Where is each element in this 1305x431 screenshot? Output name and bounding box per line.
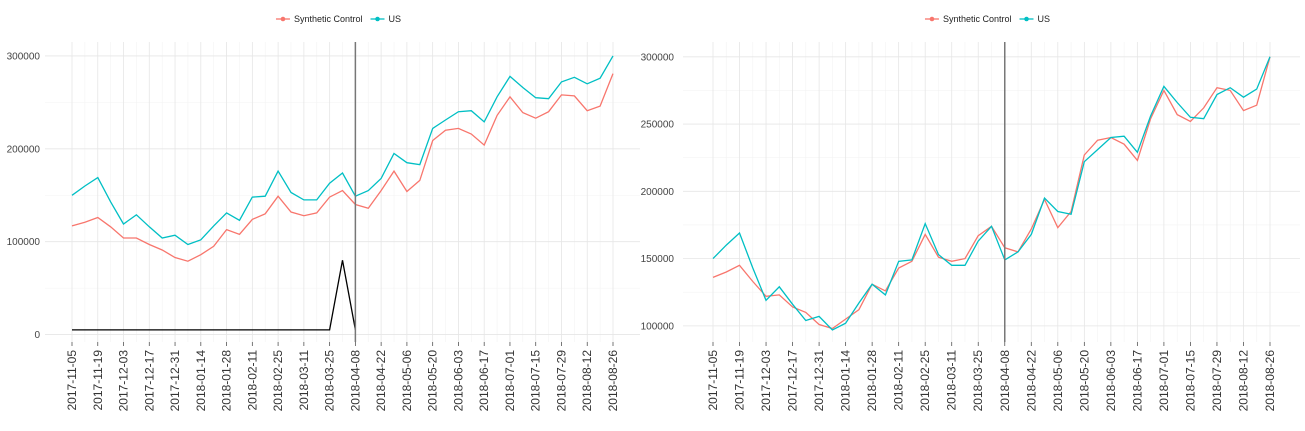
x-tick-label: 2017-12-03 [117, 350, 131, 412]
y-tick-label: 150000 [641, 254, 675, 265]
x-tick-label: 2018-03-25 [323, 350, 337, 412]
x-tick-label: 2017-11-05 [65, 350, 79, 411]
legend-key [1024, 16, 1029, 22]
x-tick-label: 2018-06-03 [1104, 350, 1118, 412]
y-tick-label: 100000 [7, 237, 41, 248]
x-tick-label: 2018-08-26 [606, 350, 620, 412]
x-tick-label: 2018-01-28 [220, 350, 234, 412]
x-tick-label: 2018-04-22 [374, 350, 388, 412]
legend-label: Synthetic Control [943, 14, 1012, 24]
legend-key [280, 16, 286, 22]
x-tick-label: 2018-03-11 [297, 350, 311, 411]
series-line [71, 55, 614, 246]
legend-label: Synthetic Control [294, 14, 363, 24]
legend-key [375, 16, 380, 22]
x-tick-label: 2018-04-22 [1024, 350, 1038, 412]
x-tick-label: 2017-11-19 [91, 350, 105, 411]
x-tick-label: 2018-07-29 [554, 350, 568, 412]
series-line [712, 56, 1271, 331]
legend-key [929, 16, 935, 22]
x-tick-label: 2018-08-12 [580, 350, 594, 412]
x-tick-label: 2017-12-17 [142, 350, 156, 412]
x-tick-label: 2018-07-01 [503, 350, 517, 412]
legend: Synthetic Control US [275, 14, 402, 24]
x-tick-label: 2018-07-15 [529, 350, 543, 412]
x-tick-label: 2018-08-12 [1236, 350, 1250, 412]
series-line [72, 260, 357, 331]
x-tick-label: 2018-05-20 [426, 350, 440, 412]
x-tick-label: 2018-02-25 [918, 350, 932, 412]
series-line [71, 73, 614, 262]
x-tick-label: 2018-06-03 [451, 350, 465, 412]
x-tick-label: 2017-12-17 [786, 350, 800, 412]
legend: Synthetic Control US [924, 14, 1051, 24]
x-tick-label: 2018-02-11 [245, 350, 259, 411]
x-tick-label: 2018-01-28 [865, 350, 879, 412]
y-tick-label: 100000 [641, 321, 675, 332]
x-tick-label: 2018-01-14 [194, 350, 208, 412]
y-tick-label: 250000 [641, 120, 675, 131]
x-tick-label: 2018-04-08 [348, 350, 362, 412]
x-tick-label: 2018-07-29 [1210, 350, 1224, 412]
x-tick-label: 2018-02-25 [271, 350, 285, 412]
x-tick-label: 2017-11-19 [733, 350, 747, 411]
x-tick-label: 2018-06-17 [477, 350, 491, 412]
x-tick-label: 2018-03-25 [971, 350, 985, 412]
x-tick-label: 2018-04-08 [998, 350, 1012, 412]
legend-label: US [1038, 14, 1051, 24]
y-tick-label: 300000 [641, 52, 675, 63]
x-tick-label: 2018-01-14 [839, 350, 853, 412]
x-tick-label: 2018-07-01 [1157, 350, 1171, 412]
x-tick-label: 2018-05-06 [400, 350, 414, 412]
x-tick-label: 2018-08-26 [1263, 350, 1277, 412]
x-tick-label: 2018-05-06 [1051, 350, 1065, 412]
x-tick-label: 2018-07-15 [1183, 350, 1197, 412]
x-tick-label: 2017-11-05 [706, 350, 720, 411]
x-tick-label: 2017-12-31 [812, 350, 826, 412]
legend-label: US [389, 14, 402, 24]
x-tick-label: 2018-06-17 [1130, 350, 1144, 412]
x-tick-label: 2018-03-11 [945, 350, 959, 411]
y-tick-label: 200000 [641, 187, 675, 198]
x-tick-label: 2017-12-03 [759, 350, 773, 412]
y-tick-label: 300000 [7, 51, 41, 62]
y-tick-label: 0 [34, 330, 40, 341]
x-tick-label: 2017-12-31 [168, 350, 182, 412]
y-tick-label: 200000 [7, 144, 41, 155]
x-tick-label: 2018-02-11 [892, 350, 906, 411]
x-tick-label: 2018-05-20 [1077, 350, 1091, 412]
